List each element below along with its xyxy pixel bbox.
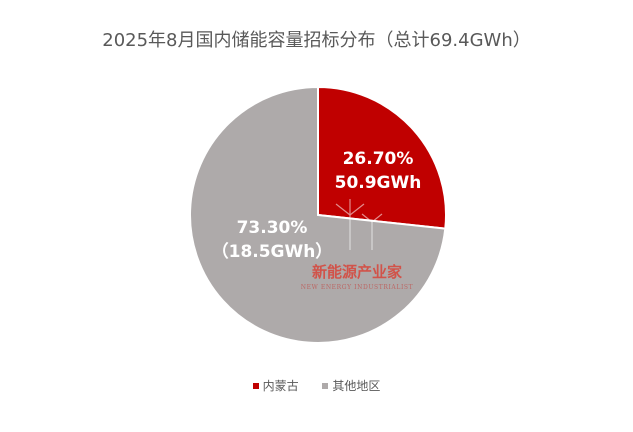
- legend-label-other-regions: 其他地区: [332, 379, 381, 393]
- watermark-logo: 新能源产业家 NEW ENERGY INDUSTRIALIST: [301, 199, 413, 291]
- legend-label-inner-mongolia: 内蒙古: [262, 379, 299, 393]
- legend-item-inner-mongolia: 内蒙古: [252, 377, 299, 394]
- chart-legend: 内蒙古 其他地区: [0, 377, 633, 394]
- pie-slice-other-regions: [189, 85, 447, 344]
- legend-swatch-other-regions: [322, 382, 329, 389]
- wind-turbine-icon: [335, 199, 383, 250]
- pie-slice-inner-mongolia: [317, 85, 447, 230]
- watermark-subtext: NEW ENERGY INDUSTRIALIST: [301, 284, 413, 291]
- slice-labels: 26.70% 50.9GWh 73.30% （18.5GWh）: [212, 149, 422, 262]
- legend-item-other-regions: 其他地区: [322, 377, 380, 394]
- slice-label-inner-mongolia-energy: 50.9GWh: [335, 173, 422, 193]
- slice-label-other-energy: （18.5GWh）: [212, 241, 333, 262]
- slice-label-inner-mongolia-percent: 26.70%: [343, 149, 414, 169]
- slice-label-other-percent: 73.30%: [237, 218, 308, 238]
- chart-title: 2025年8月国内储能容量招标分布（总计69.4GWh）: [102, 30, 531, 51]
- legend-swatch-inner-mongolia: [252, 382, 259, 389]
- watermark-text: 新能源产业家: [312, 263, 402, 281]
- pie-slices: [189, 85, 447, 344]
